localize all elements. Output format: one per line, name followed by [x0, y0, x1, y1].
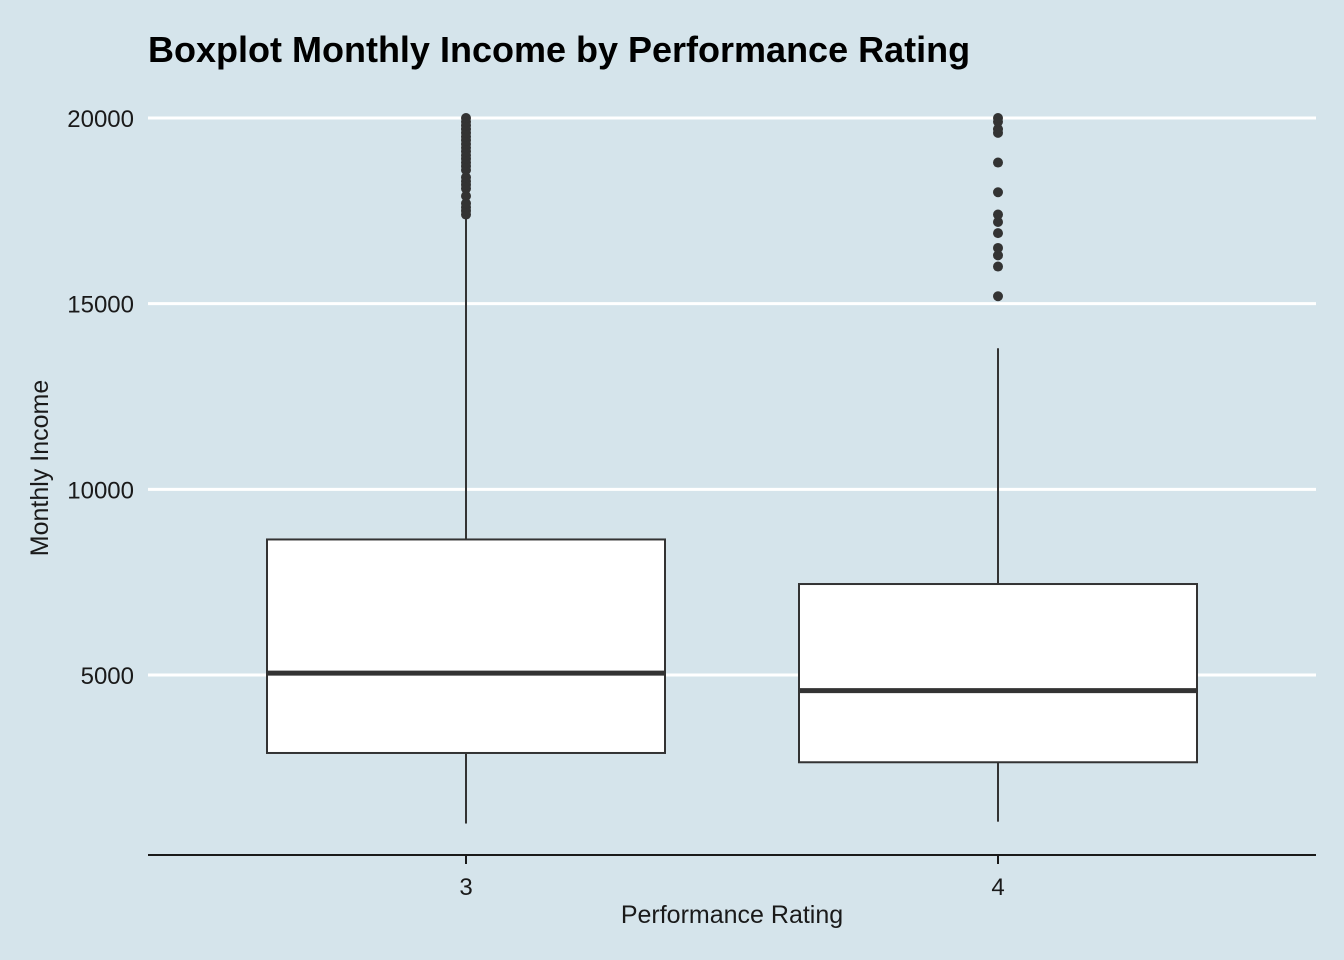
y-tick-label: 5000: [81, 663, 134, 690]
outlier-point: [461, 198, 471, 209]
outlier-point: [993, 216, 1003, 227]
outlier-point: [461, 113, 471, 123]
outlier-point: [993, 187, 1003, 198]
y-tick-label: 20000: [67, 106, 134, 133]
outlier-point: [461, 172, 471, 183]
y-axis-ticks: 5000 10000 15000 20000: [67, 106, 134, 690]
y-axis-label: Monthly Income: [26, 380, 54, 556]
outlier-point: [461, 190, 471, 201]
x-tick-label: 4: [991, 874, 1004, 901]
chart-title: Boxplot Monthly Income by Performance Ra…: [148, 29, 970, 70]
outlier-point: [993, 124, 1003, 135]
x-tick-label: 3: [459, 874, 472, 901]
x-axis-label: Performance Rating: [621, 901, 843, 929]
outlier-point: [993, 113, 1003, 123]
outlier-point: [993, 209, 1003, 220]
outlier-point: [993, 291, 1003, 302]
outlier-point: [993, 242, 1003, 253]
y-tick-label: 10000: [67, 477, 134, 504]
outlier-point: [993, 261, 1003, 272]
iqr-box: [798, 583, 1198, 764]
box-4: [798, 113, 1198, 822]
outlier-point: [993, 228, 1003, 239]
outlier-point: [993, 250, 1003, 261]
y-tick-label: 15000: [67, 292, 134, 319]
box-3: [266, 113, 666, 824]
boxes: [266, 113, 1198, 824]
iqr-box: [266, 538, 666, 754]
outlier-point: [993, 157, 1003, 168]
